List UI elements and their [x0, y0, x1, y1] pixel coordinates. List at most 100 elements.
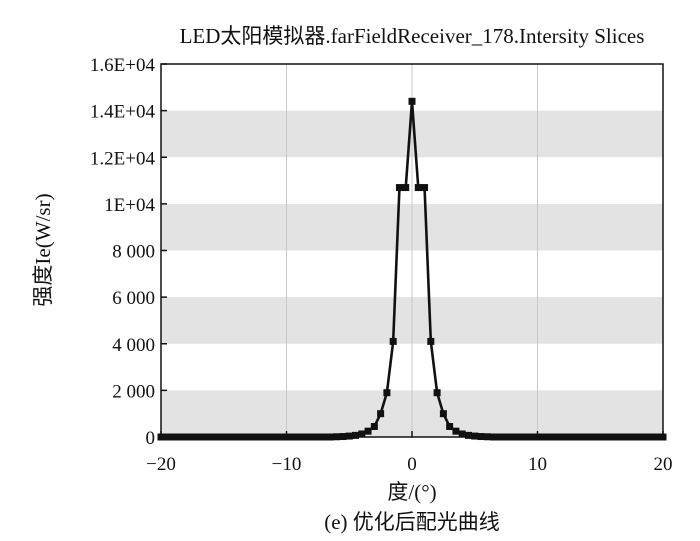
data-point — [377, 410, 385, 418]
chart-title: LED太阳模拟器.farFieldReceiver_178.Intersity … — [180, 24, 645, 48]
data-point — [540, 433, 548, 441]
y-tick-label: 8 000 — [112, 242, 155, 263]
data-point — [565, 433, 573, 441]
data-point — [464, 431, 472, 439]
data-point — [433, 389, 441, 397]
data-point — [257, 433, 265, 441]
data-point — [314, 433, 322, 441]
data-point — [395, 184, 403, 192]
data-point — [295, 433, 303, 441]
data-point — [182, 433, 190, 441]
data-point — [502, 433, 510, 441]
data-point — [477, 433, 485, 441]
data-point — [534, 433, 541, 441]
data-point — [609, 433, 617, 441]
data-point — [559, 433, 567, 441]
data-point — [245, 433, 253, 441]
data-point — [195, 433, 203, 441]
x-tick-label: 20 — [654, 454, 673, 475]
data-point — [496, 433, 504, 441]
data-point — [201, 433, 209, 441]
data-point — [264, 433, 272, 441]
x-tick-label: −20 — [146, 454, 176, 475]
data-point — [352, 431, 360, 439]
data-point — [188, 433, 196, 441]
y-tick-label: 1E+04 — [104, 195, 155, 216]
x-axis-ticks: −20 −10 0 10 20 — [146, 431, 673, 475]
data-point — [283, 433, 290, 441]
data-point — [490, 433, 498, 441]
data-point — [653, 433, 661, 441]
data-point — [508, 433, 516, 441]
data-point — [402, 184, 410, 192]
data-point — [383, 389, 391, 397]
data-point — [659, 433, 667, 441]
data-point — [207, 433, 215, 441]
data-point — [439, 410, 447, 418]
data-point — [170, 433, 178, 441]
data-point — [326, 433, 334, 441]
data-point — [621, 433, 629, 441]
y-tick-label: 4 000 — [112, 335, 155, 356]
data-point — [571, 433, 579, 441]
data-point — [389, 337, 397, 345]
data-point — [213, 433, 221, 441]
y-tick-label: 1.2E+04 — [90, 148, 156, 169]
y-tick-label: 0 — [146, 428, 156, 449]
data-point — [446, 423, 454, 431]
data-point — [458, 430, 466, 438]
data-point — [226, 433, 234, 441]
y-tick-label: 2 000 — [112, 381, 155, 402]
data-point — [628, 433, 636, 441]
figure-caption: (e) 优化后配光曲线 — [324, 510, 500, 534]
data-point — [596, 433, 604, 441]
vertical-gridlines — [286, 64, 538, 437]
data-point — [157, 433, 165, 441]
data-point — [220, 433, 228, 441]
data-point — [251, 433, 259, 441]
data-point — [615, 433, 623, 441]
data-point — [232, 433, 240, 441]
data-point — [414, 184, 422, 192]
y-axis-ticks: 0 2 000 4 000 6 000 8 000 1E+04 1.2E+04 1.4E+04… — [90, 55, 167, 449]
data-point — [552, 433, 560, 441]
data-point — [239, 433, 247, 441]
data-point — [527, 433, 535, 441]
y-axis-title: 强度Ie(W/sr) — [31, 193, 55, 306]
data-point — [427, 337, 435, 345]
data-point — [584, 433, 592, 441]
data-point — [521, 433, 529, 441]
data-point — [333, 433, 341, 441]
data-point — [176, 433, 184, 441]
data-point — [421, 184, 429, 192]
data-point — [640, 433, 648, 441]
data-point — [364, 427, 372, 435]
x-tick-label: 10 — [528, 454, 547, 475]
data-point — [590, 433, 598, 441]
data-point — [646, 433, 654, 441]
data-point — [345, 432, 353, 440]
data-point — [270, 433, 278, 441]
data-markers — [157, 97, 667, 441]
data-point — [358, 430, 366, 438]
data-point — [471, 432, 479, 440]
data-point — [308, 433, 316, 441]
data-point — [370, 423, 378, 431]
data-point — [483, 433, 491, 441]
data-point — [163, 433, 171, 441]
x-tick-label: −10 — [272, 454, 302, 475]
data-point — [515, 433, 523, 441]
data-point — [546, 433, 554, 441]
data-point — [577, 433, 585, 441]
data-point — [452, 427, 460, 435]
data-point — [603, 433, 611, 441]
x-tick-label: 0 — [407, 454, 417, 475]
data-point — [634, 433, 642, 441]
y-tick-label: 1.4E+04 — [90, 102, 156, 123]
data-point — [301, 433, 309, 441]
y-tick-label: 1.6E+04 — [90, 55, 156, 76]
data-point — [320, 433, 328, 441]
y-tick-label: 6 000 — [112, 288, 155, 309]
data-point — [276, 433, 284, 441]
